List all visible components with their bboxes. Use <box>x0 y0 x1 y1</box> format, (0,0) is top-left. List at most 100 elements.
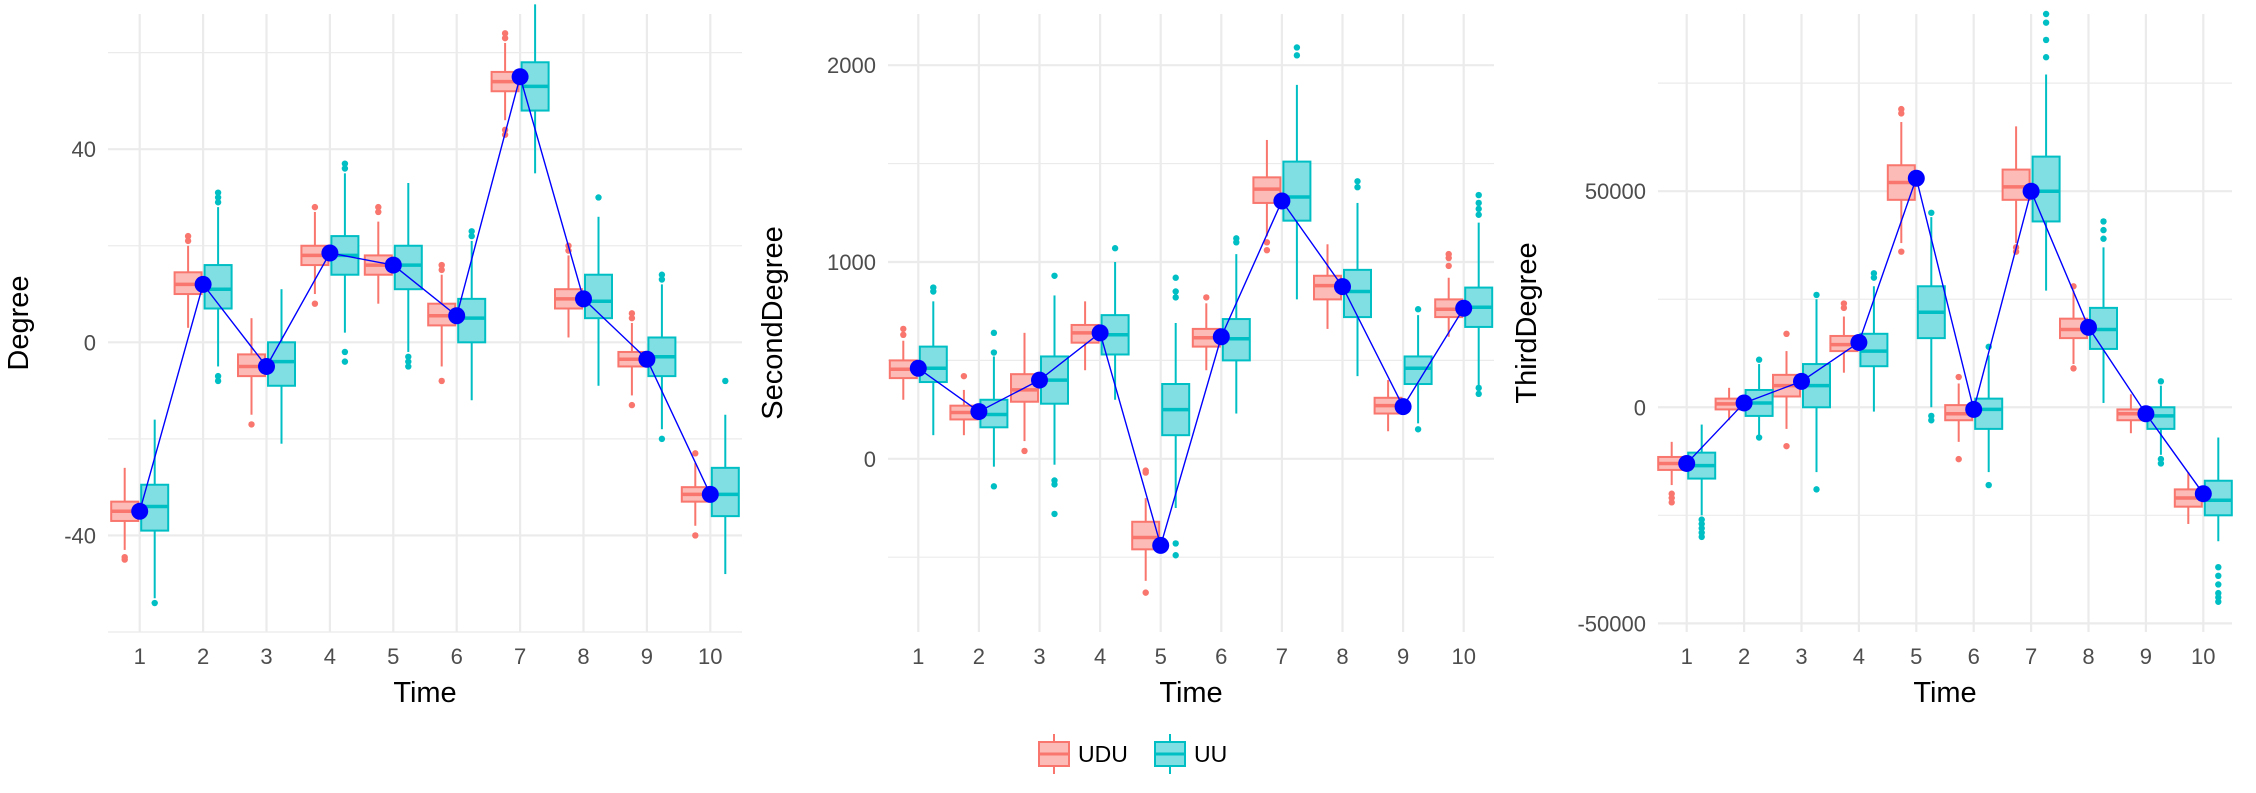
x-tick-label: 10 <box>1451 644 1475 669</box>
outlier-point <box>990 483 998 490</box>
x-tick-label: 8 <box>1336 644 1348 669</box>
outlier-point <box>405 358 412 365</box>
degree-panel: -40 0 40 1 2 3 4 5 6 7 8 9 10 Time Degree <box>3 4 742 709</box>
box-body <box>1282 160 1312 222</box>
mean-point <box>1678 454 1696 472</box>
mean-point <box>384 256 402 274</box>
box <box>1434 250 1464 337</box>
outlier-point <box>2215 598 2222 605</box>
x-tick-label: 7 <box>2025 644 2037 669</box>
mean-line <box>1678 169 2212 503</box>
y-tick-label: 50000 <box>1585 179 1646 204</box>
y-tick-label: 2000 <box>827 53 876 78</box>
outlier-point <box>960 372 968 380</box>
x-tick-label: 7 <box>1276 644 1288 669</box>
outlier-point <box>2157 460 2165 467</box>
box <box>490 30 520 138</box>
outlier-point <box>658 271 666 278</box>
x-tick-label: 2 <box>1738 644 1750 669</box>
box <box>710 377 740 575</box>
box <box>2203 437 2233 605</box>
box <box>457 228 487 401</box>
y-tick-label: 0 <box>84 330 96 355</box>
outlier-point <box>184 237 192 245</box>
outlier-point <box>1755 356 1763 363</box>
box <box>1040 272 1069 518</box>
outlier-point <box>214 189 222 196</box>
outlier-point <box>341 160 349 167</box>
outlier-point <box>1051 510 1058 518</box>
outlier-point <box>2215 563 2222 571</box>
mean-point <box>1850 333 1868 351</box>
outlier-point <box>2042 19 2050 26</box>
box <box>1916 209 1946 424</box>
outlier-point <box>438 261 445 269</box>
box <box>1161 274 1191 559</box>
outlier-point <box>214 194 222 201</box>
outlier-point <box>375 208 382 216</box>
outlier-point <box>1142 469 1149 476</box>
outlier-point <box>341 358 349 365</box>
y-tick-label: -50000 <box>1577 611 1646 636</box>
outlier-point <box>2215 572 2222 580</box>
mean-point <box>258 357 275 375</box>
outlier-point <box>1955 373 1962 381</box>
mean-point <box>448 307 466 325</box>
outlier-point <box>1698 533 1705 541</box>
outlier-point <box>930 284 937 291</box>
box <box>363 203 393 304</box>
outlier-point <box>1783 442 1790 450</box>
box <box>1657 441 1687 506</box>
outlier-point <box>121 556 128 563</box>
mean-point <box>970 403 988 421</box>
x-tick-label: 2 <box>197 644 209 669</box>
grid <box>888 14 1494 632</box>
legend: UDU UU <box>1038 734 1227 774</box>
outlier-point <box>1263 246 1271 254</box>
y-axis-title: Degree <box>3 275 35 370</box>
box <box>1403 306 1433 433</box>
outlier-point <box>1172 274 1179 281</box>
y-tick-label: 0 <box>1634 395 1646 420</box>
outlier-point <box>1475 211 1482 218</box>
outlier-point <box>1668 499 1675 506</box>
outlier-point <box>1172 294 1179 301</box>
outlier-point <box>1414 426 1422 433</box>
x-tick-label: 1 <box>912 644 924 669</box>
outlier-point <box>722 377 729 385</box>
box <box>1100 245 1130 400</box>
outlier-point <box>628 310 636 317</box>
outlier-point <box>1813 291 1820 299</box>
outlier-point <box>1898 248 1905 255</box>
x-tick-label: 6 <box>1968 644 1980 669</box>
x-tick-label: 4 <box>1853 644 1865 669</box>
outlier-point <box>658 276 666 283</box>
outlier-point <box>184 232 192 240</box>
mean-point <box>2137 405 2155 423</box>
legend-label: UDU <box>1078 741 1128 767</box>
box <box>918 284 948 436</box>
outlier-point <box>1354 183 1361 191</box>
mean-point <box>1273 192 1291 210</box>
outlier-point <box>214 199 222 206</box>
x-tick-label: 10 <box>2191 644 2215 669</box>
outlier-point <box>2042 36 2050 44</box>
outlier-point <box>1233 235 1240 242</box>
box <box>680 450 710 539</box>
x-tick-label: 8 <box>577 644 589 669</box>
x-tick-label: 3 <box>260 644 272 669</box>
mean-point <box>1334 278 1351 296</box>
x-tick-label: 6 <box>1215 644 1227 669</box>
box <box>554 242 583 338</box>
x-tick-label: 3 <box>1795 644 1807 669</box>
box-body <box>1343 268 1372 319</box>
series-uu <box>918 44 1494 559</box>
box-body <box>1403 355 1433 386</box>
x-tick-label: 6 <box>451 644 463 669</box>
box <box>1687 424 1717 541</box>
x-tick-label: 5 <box>1910 644 1922 669</box>
outlier-point <box>468 232 475 240</box>
third-degree-panel: -50000 0 50000 1 2 3 4 5 6 7 8 9 10 Time ThirdDegree <box>1511 10 2233 709</box>
y-axis-title: ThirdDegree <box>1511 242 1543 403</box>
mean-point <box>2080 318 2097 336</box>
